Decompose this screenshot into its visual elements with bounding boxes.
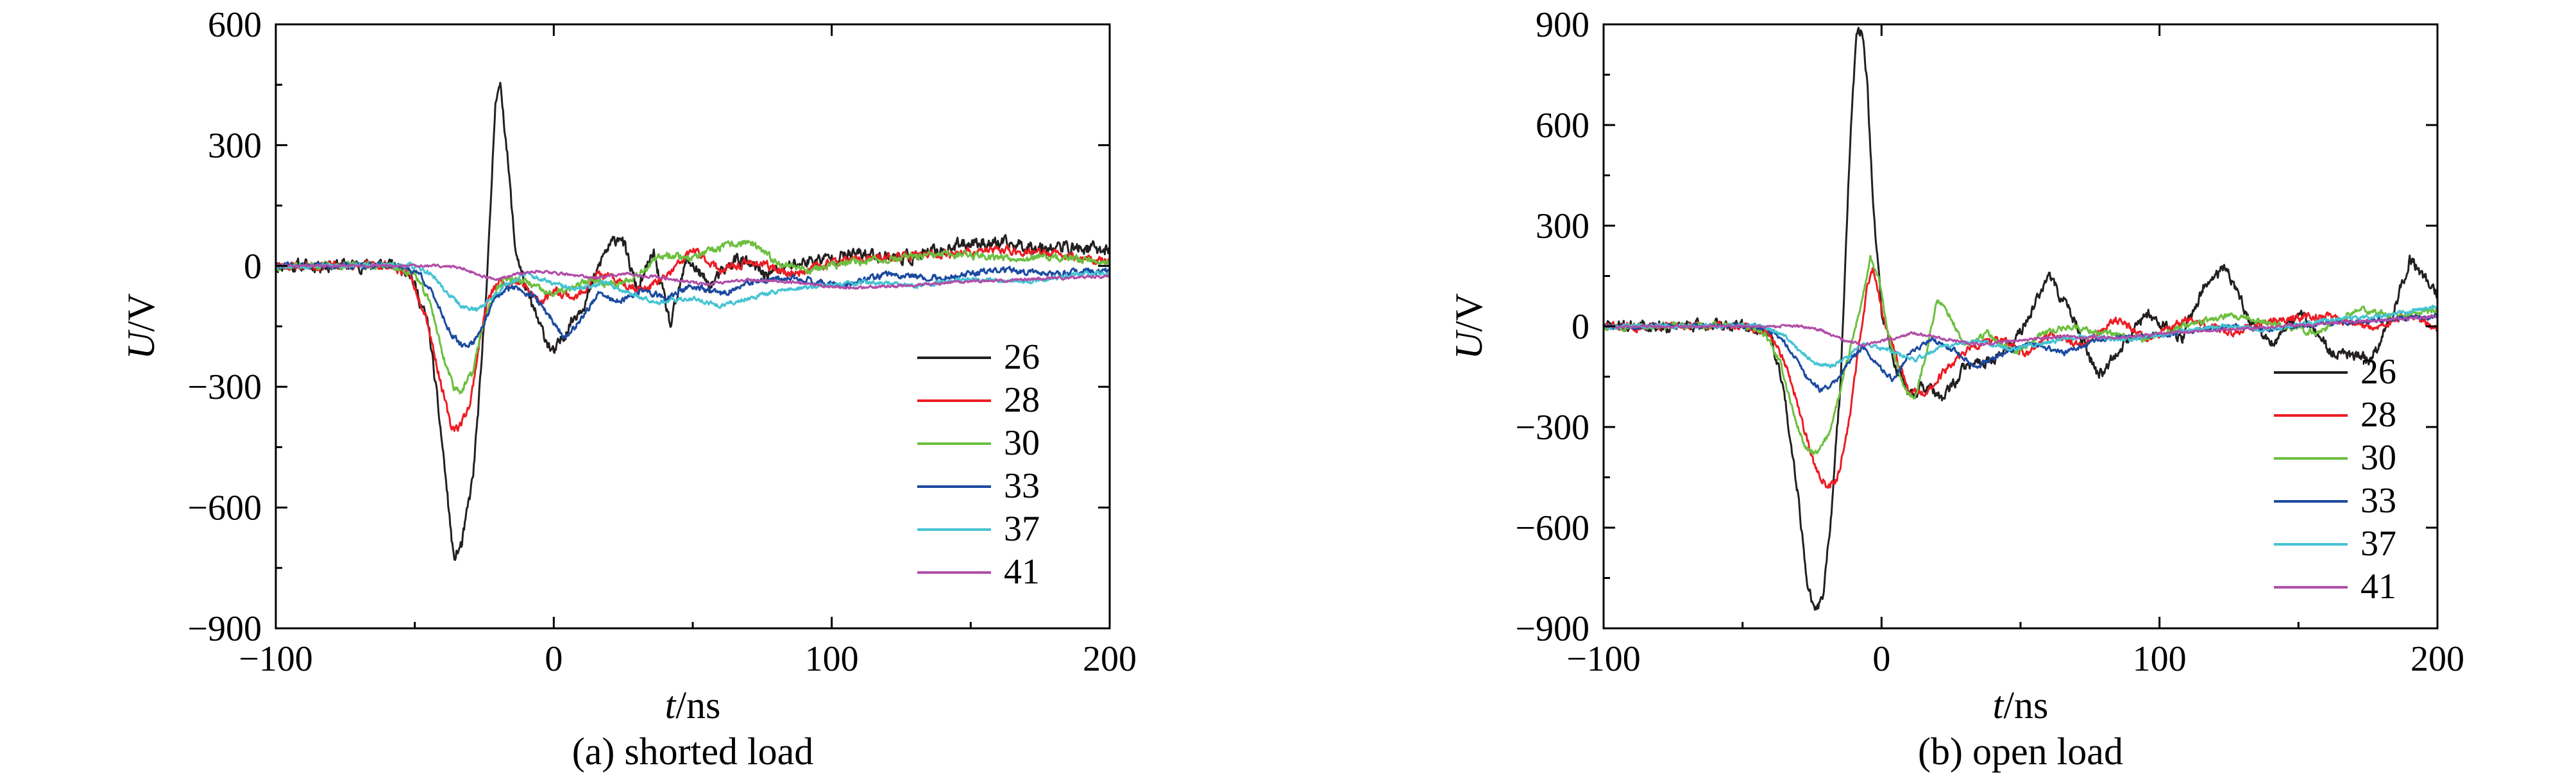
series-line-37	[276, 261, 1110, 312]
legend-label-28: 28	[1004, 380, 1040, 420]
series-line-41	[276, 263, 1110, 290]
y-tick-label: 900	[1536, 5, 1589, 45]
y-tick-label: −600	[1515, 508, 1589, 548]
legend-label-37: 37	[1004, 509, 1040, 549]
panel-caption: (a) shorted load	[572, 730, 814, 773]
legend-label-30: 30	[2360, 438, 2396, 478]
series-line-30	[276, 240, 1110, 395]
legend-label-41: 41	[1004, 552, 1040, 592]
y-tick-label: 600	[208, 5, 262, 45]
legend-label-37: 37	[2360, 524, 2396, 564]
x-tick-label: 200	[1083, 639, 1137, 679]
y-axis-variable: U	[1448, 330, 1490, 360]
y-tick-label: 0	[244, 247, 262, 287]
y-tick-label: 300	[208, 126, 262, 165]
series-line-30	[1604, 255, 2437, 455]
x-axis-variable: t	[1993, 684, 2004, 726]
plot-frame	[275, 23, 1111, 630]
panel-caption: (b) open load	[1918, 730, 2123, 773]
x-axis-variable: t	[665, 684, 677, 726]
x-axis-label: t/ns	[1993, 684, 2049, 726]
y-tick-label: 300	[1536, 206, 1589, 246]
legend-label-30: 30	[1004, 423, 1040, 463]
series-line-41	[1604, 314, 2437, 348]
series-line-28	[1604, 267, 2437, 489]
legend-label-41: 41	[2360, 567, 2396, 607]
panel-b-open-load: −100 0 100 200 −900 −600 −300 0 300 600 900 t/ns U/V…	[1448, 5, 2464, 773]
series-line-37	[1604, 305, 2437, 369]
x-tick-label: 0	[545, 639, 563, 679]
series-group	[1604, 26, 2437, 611]
y-tick-label: −900	[187, 609, 262, 649]
legend-label-33: 33	[2360, 481, 2396, 521]
x-tick-label: 100	[805, 639, 859, 679]
x-tick-label: 200	[2411, 639, 2464, 679]
y-tick-label: −300	[1515, 408, 1589, 448]
y-axis-variable: U	[120, 330, 162, 360]
y-axis-label: U/V	[120, 293, 162, 359]
panel-a-shorted-load: −100 0 100 200 −900 −600 −300 0 300 600 t/ns U/V (a)…	[120, 5, 1137, 773]
series-group	[276, 81, 1110, 561]
legend-label-28: 28	[2360, 395, 2396, 435]
x-axis-unit: /ns	[675, 684, 720, 726]
x-axis-label: t/ns	[665, 684, 721, 726]
x-axis-unit: /ns	[2003, 684, 2048, 726]
y-axis-label: U/V	[1448, 293, 1490, 359]
y-tick-label: −900	[1515, 609, 1589, 649]
x-tick-label: 100	[2133, 639, 2187, 679]
legend-label-26: 26	[1004, 337, 1040, 377]
y-tick-label: −300	[187, 367, 262, 407]
x-tick-label: −100	[239, 639, 313, 679]
x-tick-label: 0	[1872, 639, 1890, 679]
legend-label-26: 26	[2360, 352, 2396, 392]
y-tick-label: 0	[1572, 307, 1589, 347]
y-tick-label: 600	[1536, 106, 1589, 146]
series-line-33	[276, 260, 1110, 348]
y-tick-label: −600	[187, 489, 262, 528]
legend-label-33: 33	[1004, 466, 1040, 506]
series-line-26	[276, 81, 1110, 561]
y-axis-unit: /V	[120, 293, 162, 331]
x-tick-label: −100	[1566, 639, 1641, 679]
y-axis-unit: /V	[1448, 293, 1490, 331]
